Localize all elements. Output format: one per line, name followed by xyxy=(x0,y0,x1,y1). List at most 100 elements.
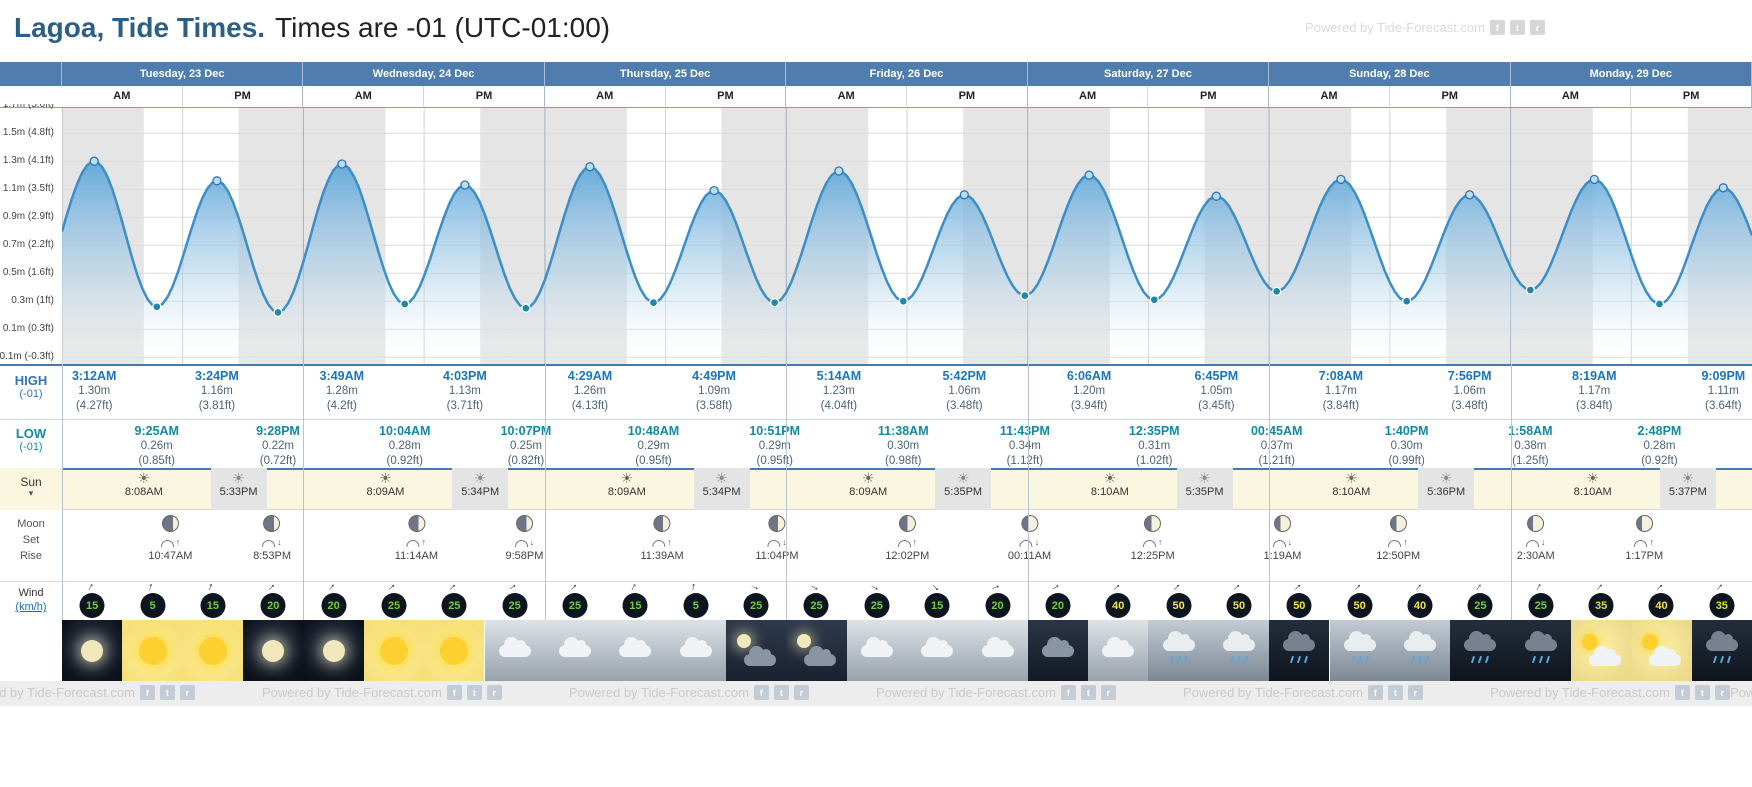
sunrise-icon: ☀ xyxy=(379,470,392,486)
weather-cell xyxy=(363,620,425,681)
rss-icon: r xyxy=(1407,685,1423,700)
day-header: Saturday, 27 Dec xyxy=(1027,62,1270,86)
cloud-icon xyxy=(1524,630,1557,651)
moon-set-entry: ↓ 11:04PM xyxy=(755,515,799,562)
high-tide-height-ft: (3.81ft) xyxy=(198,400,236,413)
wind-badge: ↑ 25 xyxy=(381,581,407,618)
wind-speed: 15 xyxy=(79,593,105,618)
sunset-icon: ☀ xyxy=(1198,470,1211,486)
wind-speed: 50 xyxy=(1286,593,1312,618)
moon-rise-entry: ↑ 11:39AM xyxy=(640,515,684,562)
high-tide-height-m: 1.17m xyxy=(1324,385,1357,398)
low-tide-time: 1:40PM xyxy=(1384,424,1429,438)
moon-rise-icon: ↑ xyxy=(1376,535,1420,547)
low-tide-height-ft: (0.85ft) xyxy=(138,455,175,468)
low-tide-height-ft: (0.95ft) xyxy=(756,455,793,468)
high-tide-marker xyxy=(1211,191,1221,201)
sunrise-icon: ☀ xyxy=(620,470,634,486)
rain-drop-icon xyxy=(1183,655,1188,663)
wind-badge: ↑ 25 xyxy=(743,583,769,618)
rain-drop-icon xyxy=(1531,655,1536,663)
rain-drop-icon xyxy=(1350,655,1355,663)
facebook-icon: f xyxy=(1367,685,1383,700)
sun-dropdown-caret-icon[interactable]: ▾ xyxy=(28,488,34,498)
moon-phase-icon xyxy=(407,515,425,532)
moon-rise-entry: ↑ 12:50PM xyxy=(1376,515,1420,562)
twitter-icon: t xyxy=(159,685,175,700)
low-tide-time: 9:25AM xyxy=(134,424,179,438)
arrow-down-icon: ↓ xyxy=(529,537,535,547)
y-axis-label: 0.5m (1.6ft) xyxy=(2,267,54,279)
arc-shape xyxy=(1272,540,1286,547)
wind-speed: 25 xyxy=(803,593,829,618)
low-tide-marker xyxy=(770,297,780,308)
moon-row xyxy=(0,510,1752,582)
rain-drop-icon xyxy=(1712,655,1717,663)
moon-rise-time: 10:47AM xyxy=(148,550,193,562)
sun-icon xyxy=(1642,633,1659,650)
wind-unit-link[interactable]: (km/h) xyxy=(15,601,47,614)
day-divider xyxy=(62,364,63,620)
pm-label: PM xyxy=(665,86,787,108)
y-axis-labels: 1.7m (5.6ft) 1.5m (4.8ft) 1.3m (4.1ft) 1.1m… xyxy=(0,104,58,364)
low-tide-height-ft: (0.99ft) xyxy=(1388,455,1425,468)
sunrise-time: 8:09AM xyxy=(607,486,646,499)
low-tide-marker xyxy=(521,303,531,313)
rain-drop-icon xyxy=(1417,655,1423,663)
moon-phase-icon xyxy=(161,515,179,532)
high-tide-height-ft: (4.13ft) xyxy=(571,400,609,413)
low-tide-height-ft: (0.92ft) xyxy=(386,455,423,468)
weather-cell xyxy=(1269,620,1330,681)
rain-drops-icon xyxy=(1410,655,1430,663)
arc-shape xyxy=(1142,540,1156,547)
high-tide-entry: 3:49AM 1.28m (4.2ft) xyxy=(300,368,384,414)
facebook-icon: f xyxy=(1674,685,1690,700)
sunrise-time: 8:10AM xyxy=(1090,486,1129,499)
weather-cell xyxy=(786,620,847,681)
wind-badge: ↑ 25 xyxy=(1528,580,1554,618)
arrow-up-icon: ↑ xyxy=(175,537,181,547)
high-tide-row xyxy=(0,364,1752,419)
moon-phase-icon xyxy=(898,515,916,532)
weather-cell xyxy=(967,620,1028,681)
wind-speed: 20 xyxy=(1045,593,1071,618)
cloud-icon xyxy=(1102,636,1135,657)
low-tide-marker xyxy=(400,299,410,309)
high-tide-entry: 6:06AM 1.20m (3.94ft) xyxy=(1047,368,1131,414)
wind-speed: 50 xyxy=(1347,593,1373,618)
sunset-entry: ☀ 5:37PM xyxy=(1669,470,1707,500)
y-axis-label: 1.7m (5.6ft) xyxy=(2,104,54,111)
wind-speed: 25 xyxy=(381,593,407,618)
sunrise-entry: ☀ 8:08AM xyxy=(125,470,163,500)
moon-set-entry: ↓ 9:58PM xyxy=(505,515,543,562)
rain-drop-icon xyxy=(1545,655,1550,663)
wind-speed: 35 xyxy=(1709,593,1735,618)
cloud-icon xyxy=(1404,630,1437,651)
high-tide-time: 3:12AM xyxy=(71,369,117,383)
sun-row-label: Sun ▾ xyxy=(0,468,62,510)
day-divider xyxy=(786,364,788,620)
arc-shape xyxy=(514,540,528,547)
high-tide-height-m: 1.06m xyxy=(948,385,981,398)
watermark-text: Powered by Tide-Forecast.com xyxy=(1183,685,1363,700)
moon-rise-time: 1:17PM xyxy=(1625,550,1664,562)
low-tide-marker xyxy=(1020,290,1030,301)
high-tide-time: 5:42PM xyxy=(942,369,987,383)
low-tide-height-m: 0.22m xyxy=(261,440,294,453)
rain-drop-icon xyxy=(1471,655,1476,663)
rain-drop-icon xyxy=(1290,655,1295,663)
wind-speed: 25 xyxy=(1467,593,1493,618)
y-axis-label: 0.7m (2.2ft) xyxy=(2,239,54,251)
wind-speed: 25 xyxy=(562,593,588,618)
cloud-icon xyxy=(1222,630,1255,651)
sunset-shade xyxy=(693,468,750,510)
sunrise-entry: ☀ 8:10AM xyxy=(1332,470,1370,500)
y-axis-label: 0.1m (0.3ft) xyxy=(2,323,54,335)
wind-badge: ↑ 25 xyxy=(562,581,588,618)
